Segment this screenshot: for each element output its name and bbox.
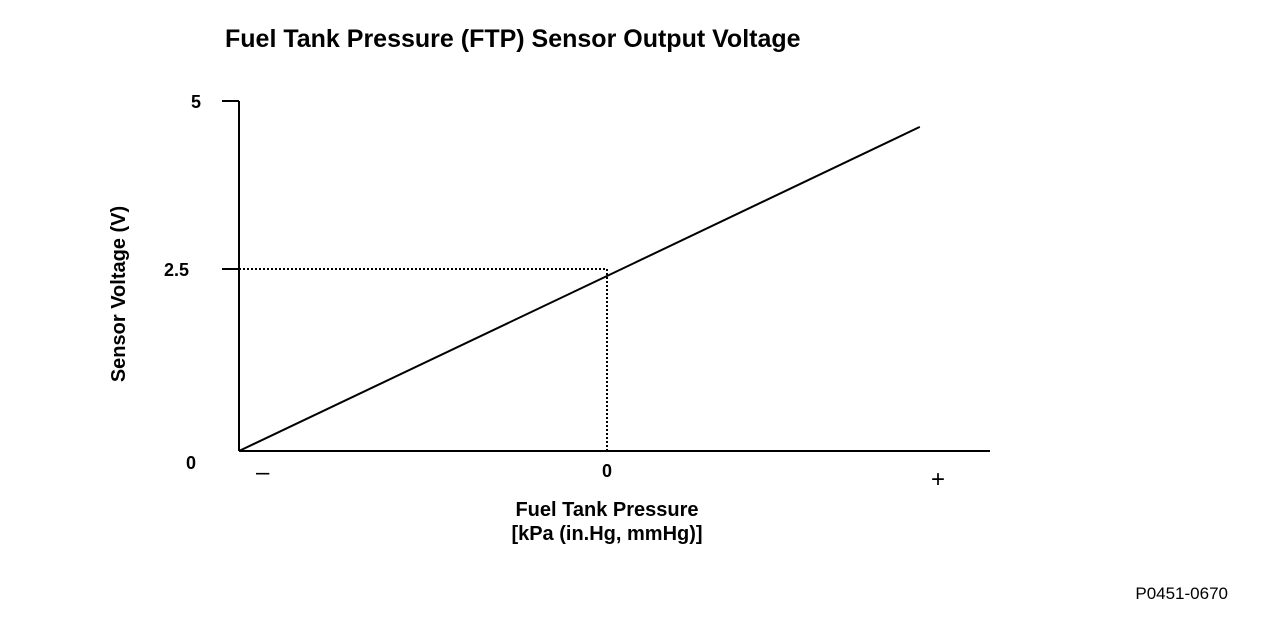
figure-code: P0451-0670 [1135, 584, 1228, 603]
chart-title: Fuel Tank Pressure (FTP) Sensor Output V… [225, 25, 801, 53]
series-line [238, 125, 921, 452]
x-tick-label-0: 0 [602, 461, 612, 481]
x-positive-marker: + [931, 466, 945, 493]
y-tick-label-5: 5 [191, 92, 201, 112]
x-axis-units: [kPa (in.Hg, mmHg)] [511, 523, 702, 545]
y-tick-label-0: 0 [186, 453, 196, 473]
x-axis-label: Fuel Tank Pressure [515, 499, 698, 521]
y-axis-label: Sensor Voltage (V) [108, 206, 130, 382]
x-negative-marker: – [256, 459, 270, 486]
y-tick-label-2.5: 2.5 [164, 260, 189, 280]
